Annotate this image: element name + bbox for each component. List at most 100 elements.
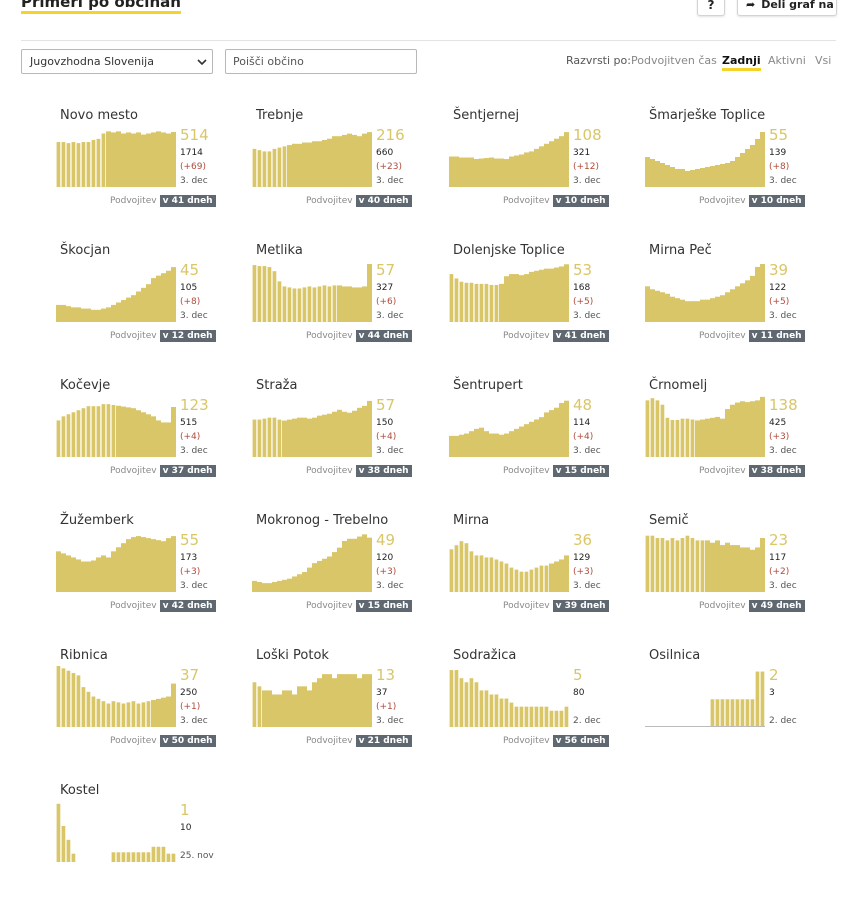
chart-bar [267,690,272,727]
municipality-tile[interactable]: Šmarješke Toplice 55 139 (+8) 3. dec Podvojit… [645,108,829,226]
chart-bar [745,547,750,592]
total-cases: 168 [573,283,591,293]
chart-bar [514,155,519,187]
sort-option-active[interactable]: Aktivni [768,54,806,67]
search-input[interactable] [225,49,417,74]
chart-bar [750,275,755,322]
chart-bar [494,559,499,592]
doubling-time: Podvojitev v 41 dneh [110,195,216,208]
total-cases: 122 [769,283,787,293]
municipality-tile[interactable]: Škocjan 45 105 (+8) 3. dec Podvojitev v 12 dne… [56,243,240,361]
doubling-time: Podvojitev v 39 dneh [503,600,609,613]
chart-bar [469,157,474,187]
doubling-label: Podvojitev [110,736,157,746]
last-update-date: 3. dec [180,716,208,726]
municipality-tile[interactable]: Metlika 57 327 (+6) 3. dec Podvojitev v 44 dne… [252,243,436,361]
municipality-tile[interactable]: Mokronog - Trebelno 49 120 (+3) 3. dec Podvoj… [252,513,436,631]
chart-bar [357,136,362,187]
chart-bar [252,148,257,188]
municipality-tile[interactable]: Šentjernej 108 321 (+12) 3. dec Podvojitev v 1… [449,108,633,226]
share-button-label: Deli graf na [761,0,834,11]
municipality-tile[interactable]: Kočevje 123 515 (+4) 3. dec Podvojitev v 37 dn… [56,378,240,496]
municipality-tile[interactable]: Straža 57 150 (+4) 3. dec Podvojitev v 38 dneh [252,378,436,496]
chart-bar [544,412,549,457]
last-update-date: 3. dec [573,176,601,186]
chart-bar [474,682,479,727]
doubling-badge: v 50 dneh [159,735,216,747]
municipality-tile[interactable]: Trebnje 216 660 (+23) 3. dec Podvojitev v 40 d… [252,108,436,226]
chart-bar [141,702,146,727]
chart-bar [342,540,347,592]
doubling-time: Podvojitev v 40 dneh [306,195,412,208]
daily-change: (+5) [573,297,594,307]
chart-bar [76,307,81,322]
chart-bar [121,300,126,322]
total-cases: 660 [376,148,394,158]
chart-bar [469,551,474,592]
municipality-tile[interactable]: Žužemberk 55 173 (+3) 3. dec Podvojitev v 42 d… [56,513,240,631]
chart-bar [337,136,342,187]
municipality-tile[interactable]: Semič 23 117 (+2) 3. dec Podvojitev v 49 dneh [645,513,829,631]
sort-option-latest[interactable]: Zadnji [722,54,761,71]
chart-bar [56,304,61,322]
share-button[interactable]: ➦ Deli graf na [737,0,837,16]
municipality-tile[interactable]: Mirna 36 129 (+3) 3. dec Podvojitev v 39 dneh [449,513,633,631]
chart-bar [347,133,352,188]
sort-option-all[interactable]: Vsi [815,54,832,67]
doubling-badge: v 42 dneh [159,600,216,612]
chart-bar [86,691,91,727]
chart-bar [156,846,161,862]
municipality-tile[interactable]: Ribnica 37 250 (+1) 3. dec Podvojitev v 50 dne… [56,648,240,766]
chart-bar [720,545,725,592]
chart-bar [332,136,337,187]
region-select-value: Jugovzhodna Slovenija [30,55,154,68]
chart-bar [81,408,86,457]
chart-bar [56,803,61,862]
chart-bar [136,410,141,457]
chart-bar [161,132,166,187]
chart-bar [725,699,730,727]
municipality-tile[interactable]: Črnomelj 138 425 (+3) 3. dec Podvojitev v 38 d… [645,378,829,496]
municipality-tile[interactable]: Kostel 1 10 25. nov [56,783,240,901]
daily-change: (+23) [376,162,403,172]
chart-bar [257,686,262,727]
municipality-name: Šentrupert [453,378,523,393]
chart-bar [121,543,126,592]
chart-bar [136,132,141,187]
municipality-tile[interactable]: Šentrupert 48 114 (+4) 3. dec Podvojitev v 15 … [449,378,633,496]
chart-bar [362,674,367,727]
chart-bar [56,142,61,187]
last-update-date: 25. nov [180,851,214,861]
municipality-tile[interactable]: Dolenjske Toplice 53 168 (+5) 3. dec Podvojit… [449,243,633,361]
chart-bar [287,578,292,592]
chart-bar [257,419,262,457]
help-button[interactable]: ? [697,0,725,16]
sort-option-doubling-time[interactable]: Podvojitven čas [631,54,717,67]
doubling-time: Podvojitev v 10 dneh [503,195,609,208]
chart-bar [484,283,489,323]
chart-bar [61,825,66,862]
doubling-badge: v 49 dneh [748,600,805,612]
chart-bar [362,405,367,457]
chart-bar [302,417,307,457]
doubling-badge: v 12 dneh [159,330,216,342]
doubling-badge: v 41 dneh [552,330,609,342]
chart-bar [327,413,332,457]
chart-bar [715,165,720,187]
municipality-tile[interactable]: Osilnica 2 3 2. dec [645,648,829,766]
chart-bar [121,406,126,457]
municipality-tile[interactable]: Loški Potok 13 37 (+1) 3. dec Podvojitev v 21 … [252,648,436,766]
municipality-tile[interactable]: Sodražica 5 80 2. dec Podvojitev v 56 dneh [449,648,633,766]
chart-bar [357,536,362,592]
municipality-tile[interactable]: Novo mesto 514 1714 (+69) 3. dec Podvojitev v … [56,108,240,226]
chart-bar [710,699,715,727]
chart-bar [257,150,262,187]
chart-bar [755,266,760,322]
chart-bar [544,706,549,727]
chart-bar [317,415,322,457]
chart-bar [564,132,569,187]
latest-cases: 49 [376,531,396,549]
chart-bar [61,416,66,457]
region-select[interactable]: Jugovzhodna Slovenija [21,49,213,74]
municipality-tile[interactable]: Mirna Peč 39 122 (+5) 3. dec Podvojitev v 11 d… [645,243,829,361]
